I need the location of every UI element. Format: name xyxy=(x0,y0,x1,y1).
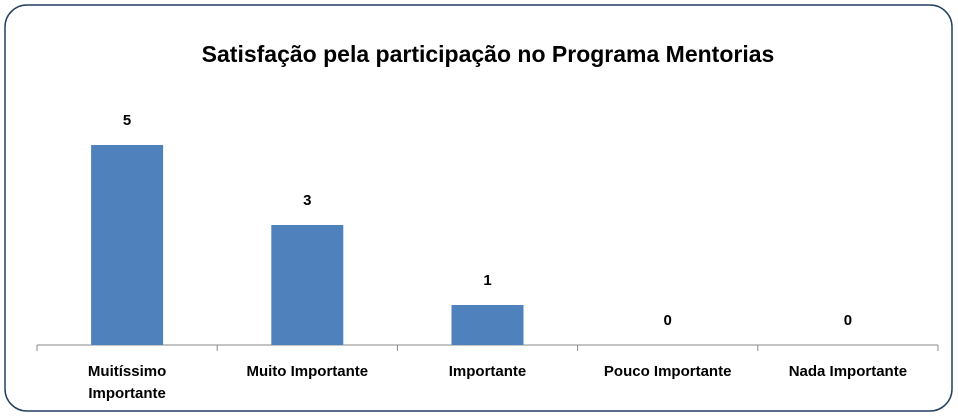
data-label: 0 xyxy=(844,312,852,329)
data-label: 0 xyxy=(664,312,672,329)
chart-title: Satisfação pela participação no Programa… xyxy=(202,41,775,67)
data-label: 5 xyxy=(123,112,131,129)
data-label: 3 xyxy=(303,192,311,209)
bar xyxy=(271,225,344,345)
x-tick-label: Pouco Importante xyxy=(603,363,732,380)
bar xyxy=(91,145,164,345)
x-tick-label: Nada Importante xyxy=(788,363,908,380)
bar xyxy=(451,305,524,345)
chart-border xyxy=(4,4,953,412)
x-tick-label: Muito Importante xyxy=(246,363,369,380)
data-label: 1 xyxy=(483,272,491,289)
x-tick-label: Importante xyxy=(448,363,527,380)
x-tick-label: Muitíssimo Importante xyxy=(87,363,167,402)
